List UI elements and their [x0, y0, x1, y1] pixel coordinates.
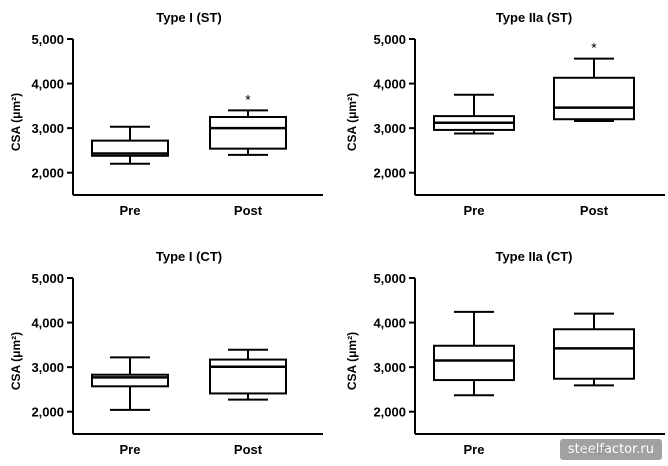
- chart-title: Type IIa (ST): [496, 10, 572, 25]
- box-iqr: [553, 76, 635, 121]
- x-tick-label: Pre: [120, 442, 141, 457]
- box-iqr: [433, 344, 515, 382]
- y-tick-label: 3,000: [373, 360, 406, 375]
- panel-3: Type I (CT) CSA (μm²) 2,000 3,000 4,000 5,000…: [9, 249, 323, 457]
- box-post: [209, 109, 287, 156]
- y-tick-label: 2,000: [373, 166, 406, 181]
- box-post: [553, 57, 635, 123]
- y-tick-label: 2,000: [373, 405, 406, 420]
- box-iqr: [553, 328, 635, 380]
- x-tick-label: Pre: [120, 203, 141, 218]
- x-tick-label: Pre: [464, 203, 485, 218]
- box-pre: [433, 93, 515, 135]
- panel-4: Type IIa (CT) CSA (μm²) 2,000 3,000 4,000 5,0…: [345, 249, 665, 457]
- y-tick-label: 3,000: [31, 121, 64, 136]
- x-tick-label: Pre: [464, 442, 485, 457]
- y-tick-label: 3,000: [31, 360, 64, 375]
- x-tick-label: Post: [234, 442, 263, 457]
- y-tick-label: 5,000: [373, 32, 406, 47]
- box-iqr: [209, 116, 287, 150]
- box-iqr: [91, 139, 169, 157]
- panel-2: Type IIa (ST) CSA (μm²) 2,000 3,000 4,000 5,0…: [345, 10, 665, 218]
- y-axis-label: CSA (μm²): [345, 332, 359, 390]
- y-tick-label: 5,000: [31, 32, 64, 47]
- box-iqr: [209, 358, 287, 395]
- significance-marker: *: [591, 40, 597, 56]
- x-tick-label: Post: [234, 203, 263, 218]
- box-pre: [433, 310, 515, 397]
- significance-marker: *: [245, 91, 251, 107]
- y-axis-label: CSA (μm²): [9, 332, 23, 390]
- box-post: [553, 312, 635, 387]
- y-tick-label: 4,000: [373, 77, 406, 92]
- watermark: steelfactor.ru: [559, 439, 662, 460]
- y-tick-label: 3,000: [373, 121, 406, 136]
- y-tick-label: 4,000: [31, 77, 64, 92]
- y-axis-label: CSA (μm²): [345, 93, 359, 151]
- box-iqr: [91, 373, 169, 388]
- y-tick-label: 5,000: [373, 271, 406, 286]
- y-tick-label: 5,000: [31, 271, 64, 286]
- box-post: [209, 348, 287, 401]
- y-tick-label: 4,000: [31, 316, 64, 331]
- y-tick-label: 2,000: [31, 405, 64, 420]
- box-pre: [91, 125, 169, 165]
- y-axis-label: CSA (μm²): [9, 93, 23, 151]
- y-tick-label: 2,000: [31, 166, 64, 181]
- chart-title: Type IIa (CT): [495, 249, 572, 264]
- panel-1: Type I (ST) CSA (μm²) 2,000 3,000 4,000 5,000…: [9, 10, 323, 218]
- y-tick-label: 4,000: [373, 316, 406, 331]
- chart-title: Type I (CT): [156, 249, 222, 264]
- box-pre: [91, 356, 169, 411]
- x-tick-label: Post: [580, 203, 609, 218]
- chart-title: Type I (ST): [156, 10, 221, 25]
